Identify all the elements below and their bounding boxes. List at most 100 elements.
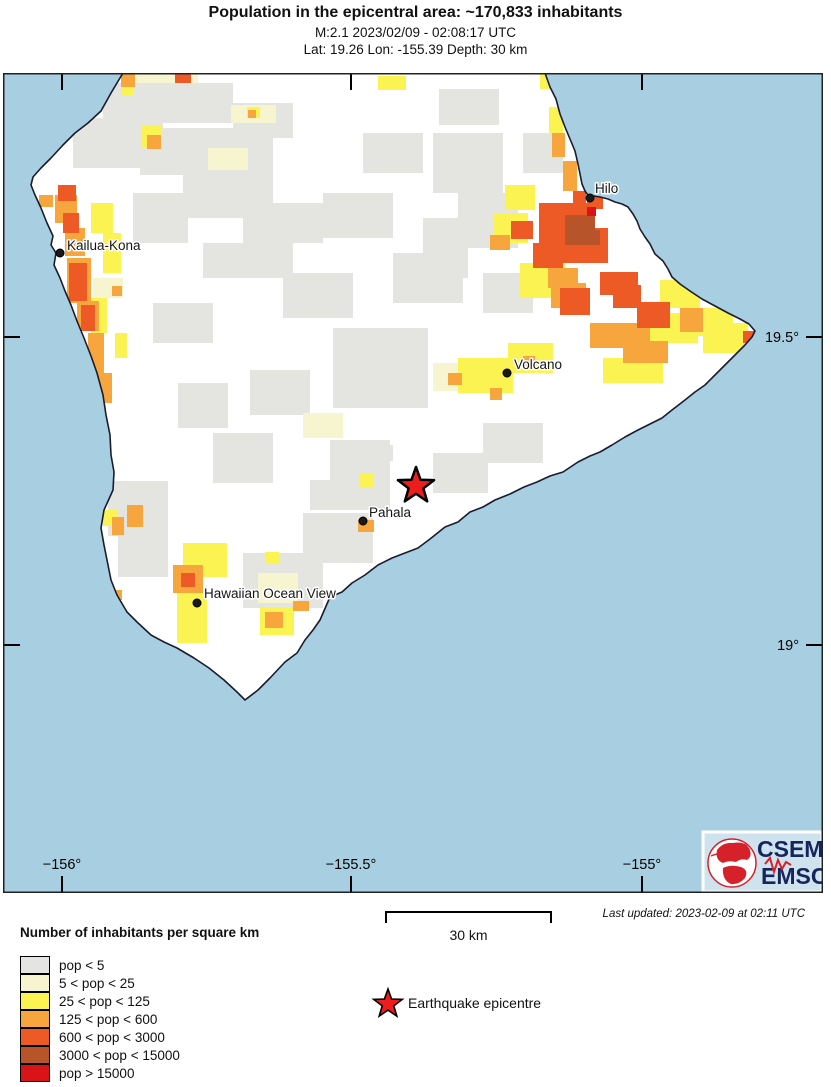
- population-cell: [613, 285, 641, 308]
- event-location-depth: Lat: 19.26 Lon: -155.39 Depth: 30 km: [303, 42, 528, 57]
- legend-row: 600 < pop < 3000: [20, 1027, 180, 1046]
- population-cell: [265, 612, 283, 628]
- map-canvas: −156° −155.5° −155° 19.5° 19° Kailua-Kona Hilo…: [3, 72, 827, 894]
- longitude-label: −155°: [623, 857, 661, 873]
- logo-globe-arc: [710, 852, 728, 857]
- logo-text-emsc: EMSC: [761, 863, 823, 889]
- legend-row: 25 < pop < 125: [20, 991, 180, 1010]
- population-cell: [523, 356, 535, 366]
- legend-label: 5 < pop < 25: [59, 975, 135, 991]
- population-cell: [208, 148, 248, 170]
- population-cell: [363, 133, 423, 173]
- population-cell: [250, 370, 310, 415]
- population-cell: [483, 423, 543, 463]
- population-cell: [265, 552, 279, 564]
- population-cell: [505, 185, 535, 210]
- legend-row: 5 < pop < 25: [20, 973, 180, 992]
- population-cell: [175, 73, 191, 83]
- legend-label: 25 < pop < 125: [59, 993, 150, 1009]
- legend-label: 125 < pop < 600: [59, 1011, 158, 1027]
- population-cell: [115, 333, 127, 358]
- longitude-label: −155.5°: [326, 857, 377, 873]
- epicenter-star-icon: [371, 986, 405, 1019]
- population-cell: [533, 243, 563, 268]
- population-cell: [323, 193, 393, 238]
- legend-swatch: [20, 973, 50, 992]
- legend-label: 600 < pop < 3000: [59, 1029, 165, 1045]
- population-cell: [303, 413, 343, 438]
- legend-swatch: [20, 1027, 50, 1046]
- legend-swatch: [20, 1009, 50, 1028]
- population-cell: [423, 218, 468, 278]
- logo-globe-africa: [722, 865, 747, 885]
- population-cell: [203, 243, 293, 278]
- population-cell: [118, 535, 168, 577]
- population-cell: [127, 505, 143, 527]
- population-cell: [121, 73, 135, 87]
- epicentre-key: Earthquake epicentre: [368, 984, 608, 1024]
- population-cell: [560, 288, 590, 315]
- city-label: Volcano: [514, 357, 562, 372]
- scale-bar-end-left: [385, 911, 387, 923]
- population-cell: [112, 517, 124, 535]
- population-cell: [439, 89, 499, 125]
- latitude-label: 19°: [777, 638, 799, 654]
- city-dot: [585, 193, 595, 203]
- population-cell: [65, 228, 85, 256]
- latitude-label: 19.5°: [765, 330, 799, 346]
- logo-seismogram-icon: [764, 855, 792, 876]
- scale-bar-end-right: [550, 911, 552, 923]
- population-grid: [39, 73, 755, 643]
- population-cell: [585, 230, 600, 245]
- population-cell: [181, 573, 195, 587]
- population-cell: [378, 76, 406, 90]
- population-cell: [310, 480, 390, 510]
- population-cell: [490, 388, 502, 400]
- city-marker: Hawaiian Ocean View: [192, 585, 338, 608]
- population-cell: [587, 207, 596, 216]
- population-cell: [133, 193, 188, 243]
- legend-swatch: [20, 955, 50, 974]
- population-cell: [81, 305, 95, 331]
- city-dot: [192, 598, 202, 608]
- population-cell: [153, 303, 213, 343]
- population-cell: [293, 601, 309, 611]
- population-legend: pop < 5 5 < pop < 25 25 < pop < 125 125 < p…: [20, 955, 180, 1082]
- population-map: −156° −155.5° −155° 19.5° 19° Kailua-Kona Hilo…: [3, 72, 827, 894]
- legend-label: pop > 15000: [59, 1065, 135, 1081]
- coastline: [30, 72, 756, 701]
- legend-label: 3000 < pop < 15000: [59, 1047, 180, 1063]
- city-marker: Volcano: [502, 356, 564, 378]
- city-label: Kailua-Kona: [67, 238, 141, 253]
- scale-bar-line: [385, 911, 552, 913]
- city-label: Hawaiian Ocean View: [204, 586, 336, 601]
- city-dot: [55, 248, 65, 258]
- city-marker: Pahala: [358, 504, 413, 526]
- legend-swatch: [20, 1063, 50, 1082]
- city-dot: [502, 368, 512, 378]
- legend-row: 125 < pop < 600: [20, 1009, 180, 1028]
- population-cell: [243, 203, 323, 243]
- population-cell: [258, 573, 298, 603]
- population-cell: [360, 473, 374, 487]
- population-cell: [573, 191, 586, 217]
- population-cell: [283, 273, 353, 318]
- population-cell: [680, 308, 703, 332]
- logo-globe-europe: [716, 842, 751, 863]
- population-cell: [433, 133, 503, 193]
- event-magnitude-datetime: M:2.1 2023/02/09 - 02:08:17 UTC: [314, 25, 517, 40]
- population-cell: [703, 323, 748, 353]
- population-cell: [448, 373, 462, 385]
- population-cell: [69, 263, 87, 301]
- logo-text-csem: CSEM: [757, 836, 823, 862]
- population-cell: [112, 286, 122, 296]
- population-cell: [213, 433, 273, 483]
- legend-title: Number of inhabitants per square km: [20, 925, 260, 940]
- population-cell: [133, 73, 198, 83]
- population-cell: [490, 235, 510, 250]
- population-cell: [623, 341, 668, 363]
- population-cell: [563, 161, 577, 191]
- city-marker: Hilo: [585, 180, 620, 203]
- population-cell: [58, 185, 76, 201]
